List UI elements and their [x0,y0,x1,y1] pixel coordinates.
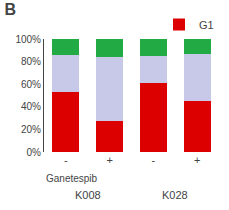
svg-text:80%: 80% [21,56,41,67]
svg-text:20%: 20% [21,124,41,135]
svg-text:+: + [194,154,200,166]
svg-text:60%: 60% [21,79,41,90]
svg-text:Ganetespib: Ganetespib [46,173,98,184]
svg-text:-: - [152,154,156,166]
svg-text:-: - [64,154,68,166]
svg-text:100%: 100% [15,34,41,45]
svg-text:40%: 40% [21,101,41,112]
svg-text:K008: K008 [75,189,101,201]
svg-text:G1: G1 [199,19,214,31]
svg-text:0%: 0% [27,147,42,158]
svg-text:+: + [106,154,112,166]
svg-text:K028: K028 [162,189,188,201]
svg-text:B: B [5,1,17,18]
